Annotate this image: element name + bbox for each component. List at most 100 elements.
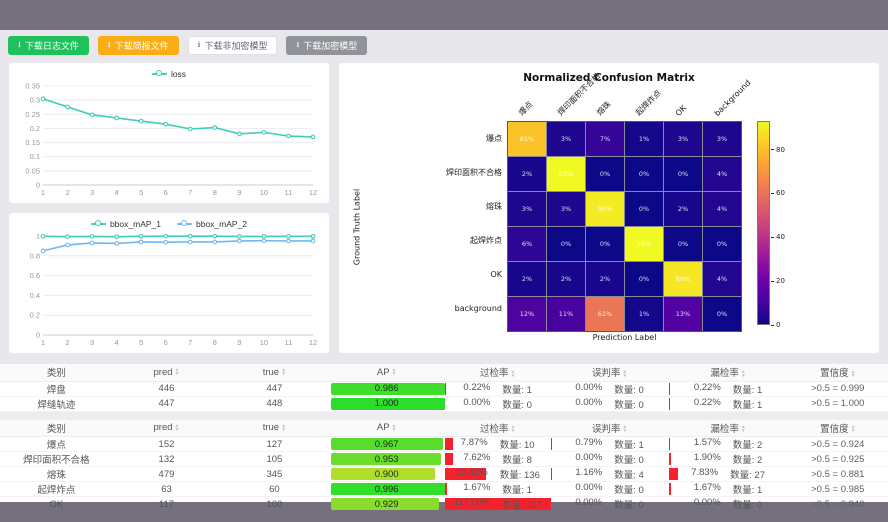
legend-item-bbox-map-2[interactable]: bbox_mAP_2 (177, 219, 247, 229)
column-header-6[interactable]: 漏检率 ▲ ▼ (668, 364, 788, 382)
column-header-7[interactable]: 置信度 ▲ ▼ (787, 364, 888, 382)
svg-text:0.05: 0.05 (25, 166, 40, 175)
download-icon: ⭳ (296, 39, 300, 49)
svg-text:0.1: 0.1 (30, 152, 40, 161)
matrix-cell: 1% (625, 297, 663, 331)
sort-icon: ▲ ▼ (622, 424, 628, 435)
column-header-2[interactable]: true ▲ ▼ (220, 419, 329, 437)
category-cell: 熔珠 (0, 466, 113, 482)
matrix-cell: 0% (625, 157, 663, 191)
download-unencrypted-model-button[interactable]: ⭳ 下载非加密模型 (187, 36, 278, 55)
matrix-cell: 1% (625, 122, 663, 156)
download-encrypted-model-button[interactable]: ⭳ 下载加密模型 (286, 36, 368, 55)
svg-text:11: 11 (285, 188, 293, 197)
svg-text:7: 7 (188, 188, 192, 197)
svg-text:9: 9 (237, 338, 241, 347)
download-icon: ⭳ (18, 39, 21, 49)
column-header-4[interactable]: 过检率 ▲ ▼ (444, 419, 551, 437)
column-header-6[interactable]: 漏检率 ▲ ▼ (668, 419, 788, 437)
loss-chart-plot[interactable]: 0 0.05 0.1 0.15 0.2 0.25 0.3 0.35 1 2 3 4 5 6 7 8 9 10 11 1… (17, 81, 321, 204)
column-header-4[interactable]: 过检率 ▲ ▼ (444, 364, 551, 382)
rate-cell-1: 0.00% 数量: 0 (550, 481, 669, 497)
map-chart-plot[interactable]: 0 0.2 0.4 0.6 0.8 1 1 2 3 4 5 6 7 8 9 10 11 12 (17, 231, 321, 354)
download-report-button[interactable]: ⭳ 下载简报文件 (97, 36, 179, 55)
column-header-2[interactable]: true ▲ ▼ (220, 364, 329, 382)
loss-chart-card[interactable]: loss 0 0.05 0.1 0.15 0.2 0.25 0.3 0.35 1 2 3 4 5 6 7 8 9… (8, 62, 330, 204)
matrix-row-label: background (454, 303, 502, 313)
svg-text:5: 5 (139, 188, 143, 197)
matrix-cell: 2% (664, 192, 702, 226)
true-cell: 105 (220, 451, 329, 467)
true-cell: 345 (220, 466, 329, 482)
line-chart-svg: 00.050.10.150.20.250.30.351 2 3 4 5 6 7 8 9 10 11 1… (25, 82, 317, 198)
svg-text:0: 0 (36, 331, 40, 340)
column-header-1[interactable]: pred ▲ ▼ (112, 364, 221, 382)
sort-icon: ▲ ▼ (281, 367, 287, 378)
download-log-button[interactable]: ⭳ 下载日志文件 (8, 36, 89, 55)
rate-cell-1: 0.79% 数量: 1 (550, 436, 669, 452)
matrix-cell: 3% (703, 122, 741, 156)
sort-icon: ▲ ▼ (740, 424, 746, 435)
download-icon: ⭳ (107, 39, 111, 49)
matrix-cell: 93% (625, 227, 663, 261)
matrix-cell: 0% (664, 157, 702, 191)
svg-text:0.3: 0.3 (30, 96, 40, 105)
svg-text:6: 6 (164, 338, 168, 347)
matrix-row-label: 起焊炸点 (470, 235, 502, 245)
column-header-3[interactable]: AP ▲ ▼ (328, 419, 445, 437)
column-header-5[interactable]: 误判率 ▲ ▼ (550, 364, 669, 382)
matrix-cell: 0% (703, 227, 741, 261)
download-log-label: 下载日志文件 (24, 41, 79, 51)
column-header-0: 类别 (0, 364, 113, 382)
colorbar-tick: 40 (771, 234, 785, 241)
column-header-1[interactable]: pred ▲ ▼ (112, 419, 221, 437)
matrix-column-label: background (712, 78, 753, 118)
matrix-row-label: OK (490, 269, 502, 279)
ap-cell: 0.996 (328, 481, 445, 497)
matrix-cell: 0% (547, 227, 585, 261)
page-content: ⭳ 下载日志文件 ⭳ 下载简报文件 ⭳ 下载非加密模型 ⭳ 下载加密模型 los… (0, 30, 888, 512)
rate-cell-0: 0.00% 数量: 0 (444, 396, 551, 412)
colorbar-gradient (757, 121, 770, 325)
svg-text:4: 4 (115, 188, 119, 197)
rate-cell-1: 0.00% 数量: 0 (550, 451, 669, 467)
ap-cell: 0.900 (328, 466, 445, 482)
column-header-3[interactable]: AP ▲ ▼ (328, 364, 445, 382)
svg-text:0.2: 0.2 (30, 311, 40, 320)
svg-text:0.4: 0.4 (30, 291, 40, 300)
pred-cell: 63 (112, 481, 221, 497)
table-row: 熔珠 479 345 0.900 39.42% 数量: 136 1.16% 数量: 4 7.83… (0, 466, 888, 482)
pred-cell: 447 (112, 396, 221, 412)
svg-text:8: 8 (213, 188, 217, 197)
line-series-icon (151, 69, 167, 78)
matrix-grid: 81% 3% 7% 1% 3% 3% 2% 93% 0% 0% 0% 4% 3% 3% 90% 0% 2% 4% 6… (507, 121, 742, 332)
svg-text:6: 6 (164, 188, 168, 197)
confusion-matrix-card[interactable]: Normalized Confusion Matrix Ground Truth… (338, 62, 880, 354)
svg-text:3: 3 (90, 188, 94, 197)
column-header-7[interactable]: 置信度 ▲ ▼ (787, 419, 888, 437)
confidence-cell: >0.5 = 0.924 (787, 436, 888, 452)
line-chart-svg: 00.20.40.60.811 2 3 4 5 6 7 8 9 10 11 12 (30, 232, 318, 348)
column-header-5[interactable]: 误判率 ▲ ▼ (550, 419, 669, 437)
table-spacer (0, 411, 888, 420)
svg-text:0.6: 0.6 (30, 271, 40, 280)
matrix-cell: 0% (625, 262, 663, 296)
svg-text:2: 2 (65, 338, 69, 347)
matrix-cell: 3% (664, 122, 702, 156)
matrix-column-label: 起焊炸点 (633, 88, 663, 118)
matrix-row-labels: 爆点 焊印面积不合格 熔珠 起焊炸点 OK background (365, 121, 507, 332)
sort-icon: ▲ ▼ (740, 368, 746, 379)
ap-cell: 0.953 (328, 451, 445, 467)
map-chart-card[interactable]: bbox_mAP_1 bbox_mAP_2 0 0.2 0.4 0.6 0.8 1 1 2 3 4… (8, 212, 330, 354)
confidence-cell: >0.5 = 0.881 (787, 466, 888, 482)
matrix-cell: 12% (508, 297, 546, 331)
matrix-cell: 4% (703, 192, 741, 226)
svg-text:1: 1 (41, 188, 45, 197)
matrix-column-label: 熔珠 (594, 99, 613, 118)
legend-item-loss[interactable]: loss (151, 69, 186, 79)
rate-cell-0: 1.67% 数量: 1 (444, 481, 551, 497)
confidence-cell: >0.5 = 0.999 (787, 381, 888, 397)
legend-item-bbox-map-1[interactable]: bbox_mAP_1 (90, 219, 161, 229)
svg-text:4: 4 (115, 338, 119, 347)
ap-cell: 0.967 (328, 436, 445, 452)
